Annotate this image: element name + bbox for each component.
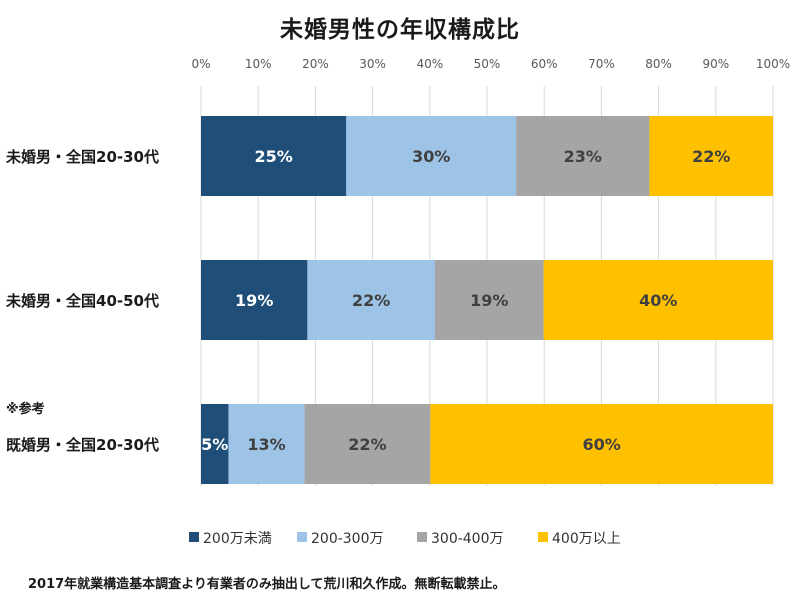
data-label: 60% <box>583 435 621 454</box>
x-tick-label: 60% <box>531 57 558 71</box>
data-label: 5% <box>201 435 228 454</box>
bar-segment <box>516 116 650 196</box>
legend-swatch <box>189 532 199 542</box>
legend-swatch <box>417 532 427 542</box>
legend-label: 200万未満 <box>203 531 272 547</box>
bar-segment <box>304 404 431 484</box>
category-label: 既婚男・全国20-30代 <box>6 436 159 454</box>
category-note: ※参考 <box>6 401 45 417</box>
data-label: 23% <box>564 147 602 166</box>
data-label: 22% <box>692 147 730 166</box>
x-tick-label: 30% <box>359 57 386 71</box>
bar-segment <box>201 404 229 484</box>
x-tick-label: 90% <box>702 57 729 71</box>
legend-swatch <box>538 532 548 542</box>
legend-label: 300-400万 <box>431 531 504 547</box>
data-label: 13% <box>247 435 285 454</box>
chart-title: 未婚男性の年収構成比 <box>280 17 520 43</box>
data-label: 40% <box>639 291 677 310</box>
bar-segment <box>543 260 773 340</box>
bar-segment <box>434 260 544 340</box>
x-tick-label: 100% <box>756 57 790 71</box>
x-tick-label: 10% <box>245 57 272 71</box>
footnote: 2017年就業構造基本調査より有業者のみ抽出して荒川和久作成。無断転載禁止。 <box>28 577 506 592</box>
bar-segment <box>228 404 305 484</box>
data-label: 19% <box>470 291 508 310</box>
bar-segment <box>346 116 517 196</box>
x-tick-label: 20% <box>302 57 329 71</box>
bar-segments <box>201 116 773 484</box>
x-tick-label: 80% <box>645 57 672 71</box>
data-label: 22% <box>352 291 390 310</box>
x-tick-label: 70% <box>588 57 615 71</box>
legend: 200万未満 200-300万 300-400万 400万以上 <box>189 531 621 547</box>
x-tick-label: 50% <box>474 57 501 71</box>
category-label: 未婚男・全国20-30代 <box>5 148 159 166</box>
legend-label: 400万以上 <box>552 531 621 547</box>
x-tick-label: 0% <box>191 57 210 71</box>
x-axis-ticks: 0% 10% 20% 30% 40% 50% 60% 70% 80% 90% 100% <box>191 57 790 71</box>
bar-segment <box>201 260 308 340</box>
data-labels: 25% 30% 23% 22% 19% 22% 19% 40% 5% 13% 22% 60% <box>201 147 730 454</box>
bar-segment <box>201 116 347 196</box>
category-label: 未婚男・全国40-50代 <box>5 292 159 310</box>
data-label: 19% <box>235 291 273 310</box>
data-label: 30% <box>412 147 450 166</box>
legend-label: 200-300万 <box>311 531 384 547</box>
legend-swatch <box>297 532 307 542</box>
bar-segment <box>430 404 773 484</box>
bar-segment <box>307 260 435 340</box>
data-label: 25% <box>254 147 292 166</box>
bar-segment <box>649 116 773 196</box>
data-label: 22% <box>348 435 386 454</box>
x-tick-label: 40% <box>416 57 443 71</box>
